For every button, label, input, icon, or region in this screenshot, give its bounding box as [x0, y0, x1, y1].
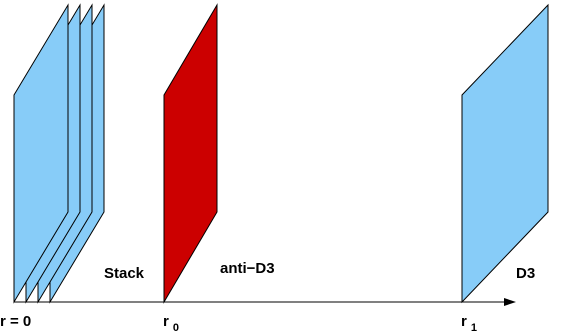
anti-d3-label: anti−D3 — [220, 260, 275, 277]
r0-subscript: 0 — [173, 322, 179, 334]
stack-label: Stack — [104, 265, 145, 282]
axis-arrowhead — [504, 298, 516, 306]
r0-symbol: r — [163, 313, 169, 330]
d3-label: D3 — [516, 265, 535, 282]
stack-brane-1 — [13, 3, 69, 304]
radial-axis — [14, 298, 516, 306]
r1-subscript: 1 — [471, 322, 477, 334]
d3-brane — [461, 3, 549, 304]
r1-symbol: r — [461, 313, 467, 330]
r-origin-label: r = 0 — [0, 313, 31, 330]
brane-stack — [13, 3, 105, 304]
anti-d3-brane — [163, 3, 218, 304]
